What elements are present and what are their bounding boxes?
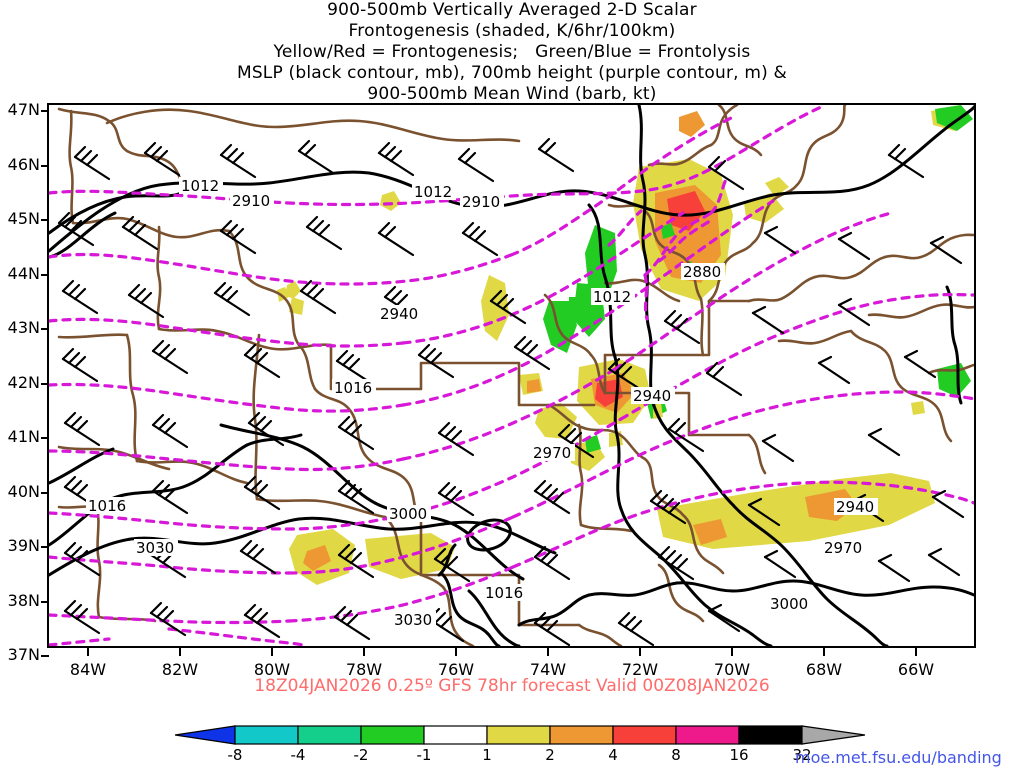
x-tick-mark	[455, 648, 457, 656]
y-tick-mark	[41, 492, 49, 494]
contour-labels: 1012 1012 1012 1016 1016 1016 2910 2910 …	[86, 177, 878, 629]
y-tick-43N: 43N	[7, 318, 40, 337]
frontogenesis-shading	[277, 105, 973, 585]
y-tick-46N: 46N	[7, 155, 40, 174]
forecast-caption: 18Z04JAN2026 0.25º GFS 78hr forecast Val…	[254, 676, 770, 696]
x-tick-mark	[179, 648, 181, 656]
chart-title-block: 900-500mb Vertically Averaged 2-D Scalar…	[0, 0, 1024, 105]
x-tick-66W: 66W	[897, 660, 935, 679]
y-tick-mark	[41, 219, 49, 221]
title-line-1: 900-500mb Vertically Averaged 2-D Scalar	[327, 0, 697, 20]
y-tick-37N: 37N	[7, 645, 40, 664]
svg-text:1012: 1012	[593, 288, 631, 306]
colorbar-tick--1: -1	[416, 746, 432, 764]
x-tick-mark	[639, 648, 641, 656]
colorbar-tick--4: -4	[290, 746, 306, 764]
colorbar-tick-2: 2	[545, 746, 555, 764]
y-tick-mark	[41, 165, 49, 167]
x-tick-82W: 82W	[161, 660, 199, 679]
svg-text:1016: 1016	[88, 497, 126, 515]
colorbar-over-arrow	[801, 725, 865, 745]
svg-text:2970: 2970	[824, 539, 862, 557]
y-tick-mark	[41, 655, 49, 657]
y-tick-45N: 45N	[7, 209, 40, 228]
y-tick-39N: 39N	[7, 536, 40, 555]
svg-text:2940: 2940	[836, 498, 874, 516]
y-tick-mark	[41, 328, 49, 330]
y-tick-38N: 38N	[7, 591, 40, 610]
weather-map-panel: 1012 1012 1012 1016 1016 1016 2910 2910 …	[47, 103, 976, 648]
colorbar-tick--8: -8	[227, 746, 243, 764]
colorbar-tick--2: -2	[353, 746, 369, 764]
title-line-3: Yellow/Red = Frontogenesis; Green/Blue =…	[273, 42, 751, 62]
svg-text:2940: 2940	[380, 305, 418, 323]
site-watermark: moe.met.fsu.edu/banding	[795, 748, 1002, 767]
y-tick-mark	[41, 437, 49, 439]
svg-text:1016: 1016	[485, 584, 523, 602]
colorbar-tick-8: 8	[671, 746, 681, 764]
y-tick-mark	[41, 383, 49, 385]
colorbar-tick-4: 4	[608, 746, 618, 764]
x-tick-68W: 68W	[805, 660, 843, 679]
svg-text:1012: 1012	[181, 177, 219, 195]
colorbar-swatches	[175, 725, 865, 745]
height-contours	[49, 105, 974, 646]
y-tick-mark	[41, 110, 49, 112]
map-canvas: 1012 1012 1012 1016 1016 1016 2910 2910 …	[49, 105, 974, 646]
colorbar-tick-16: 16	[729, 746, 749, 764]
y-tick-mark	[41, 274, 49, 276]
x-tick-74W: 74W	[529, 660, 567, 679]
x-tick-mark	[271, 648, 273, 656]
colorbar-tick-1: 1	[482, 746, 492, 764]
title-line-4: MSLP (black contour, mb), 700mb height (…	[236, 63, 788, 83]
title-line-2: Frontogenesis (shaded, K/6hr/100km)	[348, 21, 676, 41]
colorbar-under-arrow	[175, 725, 236, 745]
x-tick-80W: 80W	[253, 660, 291, 679]
x-tick-mark	[363, 648, 365, 656]
svg-text:3030: 3030	[136, 539, 174, 557]
svg-text:3030: 3030	[394, 611, 432, 629]
x-tick-70W: 70W	[713, 660, 751, 679]
svg-text:2910: 2910	[232, 192, 270, 210]
y-tick-40N: 40N	[7, 482, 40, 501]
y-tick-47N: 47N	[7, 100, 40, 119]
x-tick-84W: 84W	[69, 660, 107, 679]
svg-text:1012: 1012	[414, 183, 452, 201]
x-tick-mark	[915, 648, 917, 656]
x-tick-78W: 78W	[345, 660, 383, 679]
svg-text:2970: 2970	[533, 444, 571, 462]
x-tick-mark	[823, 648, 825, 656]
x-tick-mark	[547, 648, 549, 656]
svg-text:2940: 2940	[633, 387, 671, 405]
svg-text:3000: 3000	[389, 505, 427, 523]
svg-text:2880: 2880	[683, 263, 721, 281]
x-tick-mark	[87, 648, 89, 656]
colorbar: -8 -4 -2 -1 1 2 4 8 16 32	[175, 724, 865, 768]
x-tick-mark	[731, 648, 733, 656]
y-tick-41N: 41N	[7, 427, 40, 446]
svg-text:2910: 2910	[462, 193, 500, 211]
y-tick-42N: 42N	[7, 373, 40, 392]
y-tick-mark	[41, 601, 49, 603]
colorbar-tick-32: 32	[792, 746, 812, 764]
x-tick-76W: 76W	[437, 660, 475, 679]
svg-text:1016: 1016	[334, 379, 372, 397]
title-line-5: 900-500mb Mean Wind (barb, kt)	[367, 84, 657, 104]
y-tick-44N: 44N	[7, 264, 40, 283]
y-tick-mark	[41, 546, 49, 548]
svg-text:3000: 3000	[770, 595, 808, 613]
x-tick-72W: 72W	[621, 660, 659, 679]
